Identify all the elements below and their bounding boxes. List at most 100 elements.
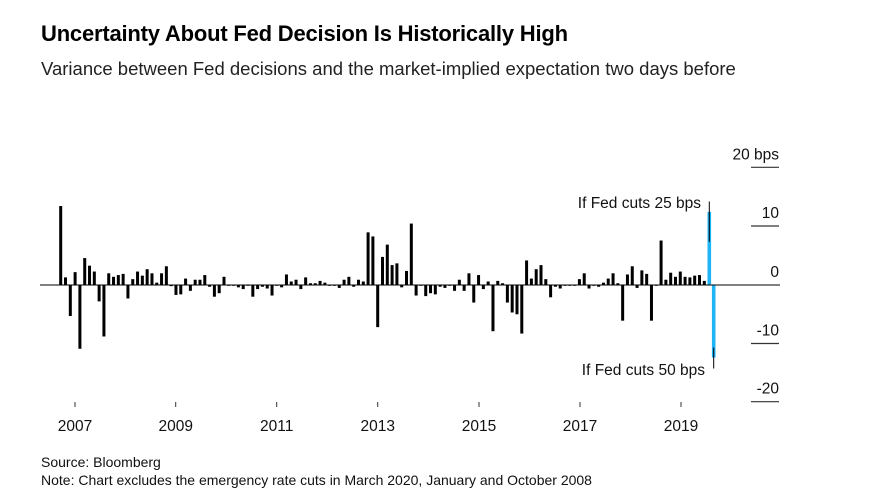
x-tick-label: 2011 [260,418,293,435]
x-tick-label: 2013 [360,418,394,435]
data-bar [88,265,92,285]
chart-footer: Source: Bloomberg Note: Chart excludes t… [41,453,592,489]
data-bar [92,271,96,285]
data-bar [294,279,298,285]
data-bar [385,244,389,285]
data-bar [188,285,192,291]
data-bar [683,276,687,285]
data-bar [107,273,111,285]
data-bar [308,283,312,285]
data-bar [304,277,308,285]
data-bar [193,279,197,285]
data-bar [625,274,629,285]
data-bar [280,285,284,288]
data-bar [433,285,437,295]
data-bar [457,279,461,285]
data-bar [630,266,634,285]
data-bar [520,285,524,334]
data-bar [323,282,327,285]
data-bar [126,285,130,299]
data-bar [698,275,701,285]
y-tick-label: -20 [757,381,780,398]
data-bar [611,273,615,285]
data-bar [453,285,457,291]
data-bar [260,285,264,287]
data-bar [549,285,553,298]
data-bar [347,276,351,285]
data-bar [443,285,447,288]
data-bar [678,271,682,285]
data-bar [597,285,601,287]
data-bar [68,285,72,316]
data-bar [174,285,178,295]
data-bar [164,266,168,285]
data-bar [467,273,471,285]
data-bar [256,285,260,290]
data-bar [366,232,370,285]
data-bar [429,285,433,294]
data-bar [414,285,418,296]
data-bar [284,274,288,285]
data-bar [78,285,82,349]
data-bar [501,283,505,285]
data-bar [477,275,481,285]
note-text: Note: Chart excludes the emergency rate … [41,472,592,488]
data-bar [539,265,543,285]
data-bar [222,276,226,285]
x-tick-label: 2017 [563,418,597,435]
data-bar [179,285,183,295]
data-bar [496,280,500,285]
data-bar [203,275,207,285]
data-bar [424,285,428,297]
data-bar [525,260,529,285]
data-bar [400,285,404,288]
data-bar [169,285,173,287]
chart-title: Uncertainty About Fed Decision Is Histor… [41,21,568,46]
data-bar [318,280,322,285]
data-bar [390,265,394,285]
data-bar [510,285,514,313]
data-bar [481,285,485,290]
scenario-label: If Fed cuts 25 bps [578,195,701,212]
data-bar [337,285,341,288]
data-bar [289,281,293,285]
data-bar [553,285,557,287]
x-tick-label: 2007 [58,418,92,435]
data-bar [376,285,380,328]
data-bar [381,256,384,285]
data-bar [241,285,245,290]
y-tick-label: -10 [757,323,780,340]
data-bar [515,285,519,315]
x-tick-label: 2009 [158,418,192,435]
data-bar [97,285,101,302]
data-bar [659,240,663,285]
data-bar [577,279,581,285]
data-bar [616,283,620,285]
data-bar [491,285,495,332]
data-bar [693,275,697,285]
data-bar [669,272,673,285]
data-bar [702,280,706,285]
scenario-bar [707,211,712,285]
data-bar [664,279,668,285]
data-bar [645,273,649,285]
data-bar [472,285,476,303]
data-bar [121,273,125,285]
data-bar [486,281,490,285]
data-bar [582,273,586,285]
scenario-label: If Fed cuts 50 bps [582,362,705,379]
data-bar [529,278,533,285]
data-bar [356,279,360,285]
data-bar [606,278,610,285]
data-bar [534,269,538,285]
chart-subtitle: Variance between Fed decisions and the m… [41,58,736,79]
scenario-bar [711,285,716,358]
y-tick-label: 0 [770,264,779,281]
y-tick-label: 20 bps [732,146,779,163]
data-bar [140,275,144,285]
data-bar [251,285,255,297]
data-bar [136,271,140,285]
data-bar [64,277,67,285]
data-bar [558,285,562,289]
data-bar [116,275,120,285]
